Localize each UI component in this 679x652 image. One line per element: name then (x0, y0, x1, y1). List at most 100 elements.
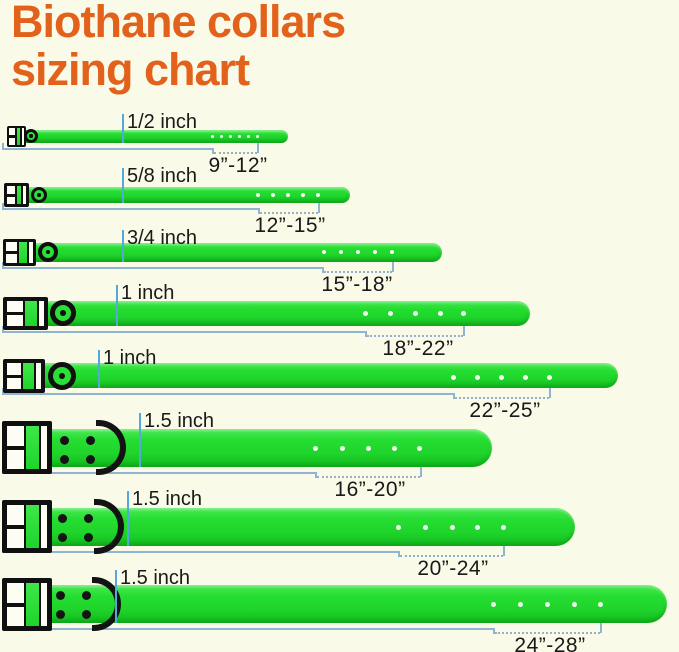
d-ring (96, 420, 126, 475)
measure-tick-right (392, 260, 394, 272)
adjustment-hole (449, 524, 455, 530)
measure-tick-right (257, 141, 259, 153)
d-ring (94, 499, 124, 554)
ring-pin (58, 372, 66, 380)
width-tick (122, 230, 124, 262)
rivet (59, 454, 69, 464)
buckle-center-bar (7, 525, 24, 529)
collar-strap (22, 130, 288, 143)
width-tick (116, 285, 118, 326)
adjustment-hole (474, 374, 480, 380)
buckle-center-bar (7, 193, 15, 197)
adjustment-hole (571, 601, 577, 607)
measure-tick-left (2, 143, 4, 149)
title-line-1: Biothane collars (11, 0, 346, 47)
collar-strap (48, 585, 667, 623)
collar-buckle (2, 578, 52, 631)
adjustment-hole (395, 524, 401, 530)
buckle-center-bar (9, 135, 16, 138)
measure-tick-mid (212, 148, 214, 154)
collar-buckle (3, 297, 48, 330)
buckle-center-bar (7, 446, 24, 450)
width-tick (122, 114, 124, 143)
adjustment-hole (450, 374, 456, 380)
adjustment-hole (316, 193, 320, 197)
adjustment-hole (597, 601, 603, 607)
width-tick (115, 570, 117, 623)
rivet (57, 532, 67, 542)
adjustment-hole (365, 445, 371, 451)
measure-line-solid (2, 472, 315, 474)
measure-tick-mid (258, 208, 260, 214)
buckle-center-bar (6, 251, 18, 254)
width-label: 3/4 inch (127, 227, 198, 249)
measure-line-solid (2, 393, 453, 395)
measure-line-solid (2, 628, 493, 630)
adjustment-hole (237, 134, 241, 138)
measure-tick-mid (365, 331, 367, 337)
buckle-strap-slot (14, 186, 24, 204)
rivet (83, 513, 93, 523)
size-range-label: 12”-15” (254, 214, 326, 237)
adjustment-hole (416, 445, 422, 451)
buckle-center-bar (7, 603, 24, 607)
buckle-strap-slot (23, 583, 42, 626)
adjustment-hole (387, 310, 393, 316)
ring-pin (60, 310, 66, 316)
adjustment-hole (339, 445, 345, 451)
adjustment-hole (544, 601, 550, 607)
measure-line-dotted (367, 335, 463, 337)
width-label: 1.5 inch (132, 488, 203, 510)
adjustment-hole (228, 134, 232, 138)
collar-buckle (3, 359, 45, 393)
collar-buckle (7, 126, 26, 147)
size-range-label: 24”-28” (514, 634, 586, 652)
rivet (59, 435, 69, 445)
adjustment-hole (546, 374, 552, 380)
adjustment-hole (498, 374, 504, 380)
adjustment-hole (517, 601, 523, 607)
adjustment-hole (490, 601, 496, 607)
width-tick (127, 491, 129, 546)
adjustment-hole (500, 524, 506, 530)
adjustment-hole (210, 134, 214, 138)
buckle-strap-slot (23, 505, 42, 548)
measure-line-dotted (400, 555, 503, 557)
adjustment-hole (339, 250, 343, 254)
width-tick (139, 413, 141, 467)
measure-line-solid (2, 331, 365, 333)
ring-pin (45, 249, 51, 255)
measure-tick-right (318, 201, 320, 213)
adjustment-hole (422, 524, 428, 530)
buckle-center-bar (7, 312, 23, 315)
adjustment-hole (255, 134, 259, 138)
collar-strap (41, 363, 618, 388)
collar-buckle (4, 183, 29, 207)
rivet (85, 435, 95, 445)
adjustment-hole (286, 193, 290, 197)
measure-tick-left (2, 203, 4, 209)
width-label: 1 inch (103, 347, 157, 369)
measure-tick-mid (315, 472, 317, 478)
adjustment-hole (412, 310, 418, 316)
measure-tick-right (549, 386, 551, 398)
adjustment-hole (362, 310, 368, 316)
measure-line-solid (2, 148, 212, 150)
measure-tick-mid (398, 551, 400, 557)
measure-line-dotted (214, 152, 257, 154)
adjustment-hole (460, 310, 466, 316)
collar-buckle (3, 239, 36, 266)
adjustment-hole (322, 250, 326, 254)
ring-pin (37, 193, 41, 197)
adjustment-hole (356, 250, 360, 254)
adjustment-hole (246, 134, 250, 138)
measure-line-solid (2, 267, 322, 269)
adjustment-hole (301, 193, 305, 197)
measure-line-dotted (455, 397, 549, 399)
measure-tick-mid (322, 267, 324, 273)
collar-buckle (2, 500, 52, 553)
buckle-strap-slot (15, 128, 22, 145)
measure-tick-right (420, 465, 422, 477)
adjustment-hole (390, 250, 394, 254)
